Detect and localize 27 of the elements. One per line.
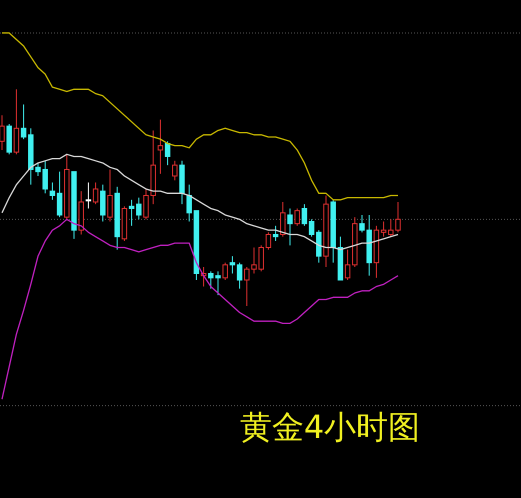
candlestick [294, 208, 300, 226]
candlestick [158, 119, 164, 174]
candlestick [143, 188, 149, 220]
candlestick [272, 225, 278, 242]
candlestick [164, 140, 170, 166]
candlestick [236, 262, 242, 290]
candlestick [222, 262, 228, 280]
candlestick [395, 201, 401, 233]
candlestick [280, 201, 286, 238]
candlestick [359, 214, 365, 233]
candlestick [42, 160, 48, 194]
candlestick [107, 168, 113, 222]
text: 黄金4小时图 [240, 408, 420, 446]
candlestick [86, 182, 92, 209]
candlestick [215, 270, 221, 296]
candlestick [14, 88, 20, 155]
candlestick [287, 208, 293, 246]
candlestick [302, 204, 308, 226]
candlestick [100, 184, 106, 222]
candlestick [92, 182, 98, 205]
candlestick [56, 171, 62, 218]
candlestick [0, 114, 5, 150]
candlestick [172, 160, 178, 181]
candlestick [230, 256, 236, 274]
candlestick [244, 266, 250, 306]
candlestick [50, 182, 56, 200]
candlestick [208, 270, 214, 290]
